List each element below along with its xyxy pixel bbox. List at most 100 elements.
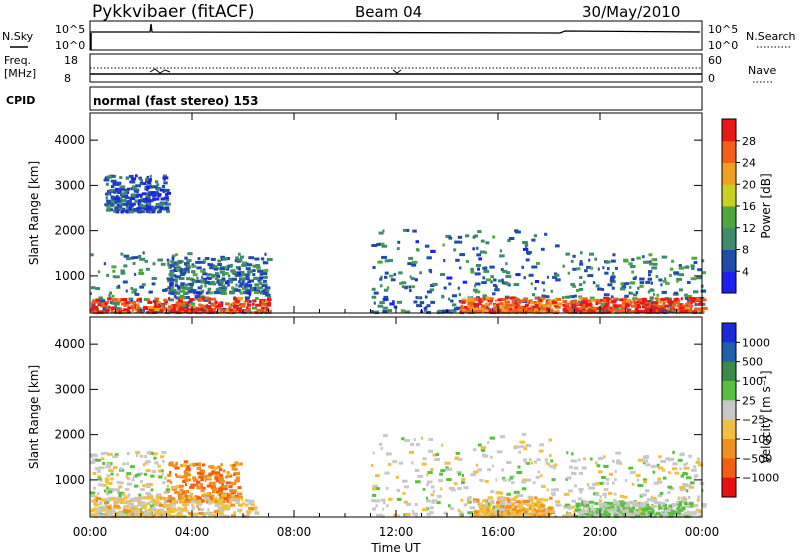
heat-cell <box>683 466 690 470</box>
heat-cell <box>573 308 579 311</box>
heat-cell <box>589 296 595 300</box>
heat-cell <box>146 451 151 455</box>
heat-cell <box>629 471 636 474</box>
colorbar-tick-label: −25 <box>742 414 765 427</box>
heat-cell <box>189 285 193 289</box>
heat-cell <box>168 305 173 309</box>
heat-cell <box>105 196 109 200</box>
heat-cell <box>675 308 680 312</box>
heat-cell <box>119 185 126 189</box>
heat-cell <box>213 291 218 295</box>
heat-cell <box>637 458 643 462</box>
heat-cell <box>650 308 655 312</box>
heat-cell <box>198 512 204 515</box>
heat-cell <box>428 449 434 453</box>
heat-cell <box>564 309 568 313</box>
heat-cell <box>473 297 479 301</box>
heat-cell <box>586 265 592 269</box>
heat-cell <box>539 506 545 510</box>
heat-cell <box>221 500 226 504</box>
heat-cell <box>469 307 474 310</box>
heat-cell <box>653 481 660 485</box>
heat-cell <box>246 303 252 307</box>
heat-cell <box>678 264 682 268</box>
heat-cell <box>204 496 210 500</box>
heat-cell <box>527 495 533 499</box>
heat-cell <box>166 479 171 483</box>
heat-cell <box>621 285 624 289</box>
heat-cell <box>582 511 586 515</box>
heat-cell <box>175 461 178 465</box>
heat-cell <box>231 286 235 290</box>
heat-cell <box>430 485 435 489</box>
heat-cell <box>249 499 255 503</box>
heat-cell <box>140 195 143 199</box>
heat-cell <box>402 492 406 495</box>
heat-cell <box>155 511 161 515</box>
heat-cell <box>379 284 383 288</box>
heat-cell <box>189 485 195 489</box>
heat-cell <box>466 499 471 503</box>
heat-cell <box>265 293 271 297</box>
heat-cell <box>699 300 702 304</box>
heat-cell <box>688 485 695 489</box>
heat-cell <box>555 503 562 507</box>
heat-cell <box>189 498 192 502</box>
colorbar-segment <box>722 249 736 272</box>
heat-cell <box>205 304 209 308</box>
heat-cell <box>374 487 380 491</box>
heat-cell <box>578 283 583 287</box>
heat-cell <box>681 304 685 308</box>
heat-cell <box>513 506 518 509</box>
heat-cell <box>119 467 123 471</box>
heat-cell <box>632 503 637 507</box>
heat-cell <box>604 513 611 517</box>
heat-cell <box>614 478 617 482</box>
heat-cell <box>202 272 208 276</box>
heat-cell <box>123 496 128 500</box>
y-tick-label: 3000 <box>54 382 85 396</box>
heat-cell <box>696 498 700 502</box>
colorbar-segment <box>722 227 736 250</box>
heat-cell <box>479 306 485 310</box>
heat-cell <box>585 302 589 306</box>
heat-cell <box>605 477 610 481</box>
heat-cell <box>522 307 526 311</box>
heat-cell <box>502 476 506 480</box>
heat-cell <box>375 504 378 508</box>
heat-cell <box>690 264 695 268</box>
heat-cell <box>547 462 550 466</box>
heat-cell <box>105 500 110 504</box>
heat-cell <box>126 187 131 191</box>
heat-cell <box>130 304 135 308</box>
heat-cell <box>627 508 633 512</box>
heat-cell <box>217 499 223 503</box>
heat-cell <box>517 465 521 469</box>
heat-cell <box>252 306 258 310</box>
heat-cell <box>499 500 505 504</box>
heat-cell <box>147 508 152 512</box>
heat-cell <box>483 269 489 273</box>
heat-cell <box>97 514 101 518</box>
heat-cell <box>211 297 217 301</box>
heat-cell <box>611 505 615 509</box>
heat-cell <box>157 469 163 473</box>
freq-tick-bottom: 8 <box>64 72 71 85</box>
heat-cell <box>120 501 123 505</box>
heat-cell <box>152 193 157 197</box>
heat-cell <box>161 304 164 308</box>
heat-cell <box>208 301 211 304</box>
heat-cell <box>570 459 573 463</box>
heat-cell <box>583 308 586 312</box>
heat-cell <box>678 273 685 277</box>
heat-cell <box>245 503 249 507</box>
heat-cell <box>526 251 532 254</box>
heat-cell <box>646 300 652 304</box>
heat-cell <box>220 291 226 295</box>
heat-cell <box>261 299 264 303</box>
heat-cell <box>145 491 151 495</box>
heat-cell <box>549 309 554 313</box>
heat-cell <box>540 474 543 478</box>
heat-cell <box>135 509 141 513</box>
